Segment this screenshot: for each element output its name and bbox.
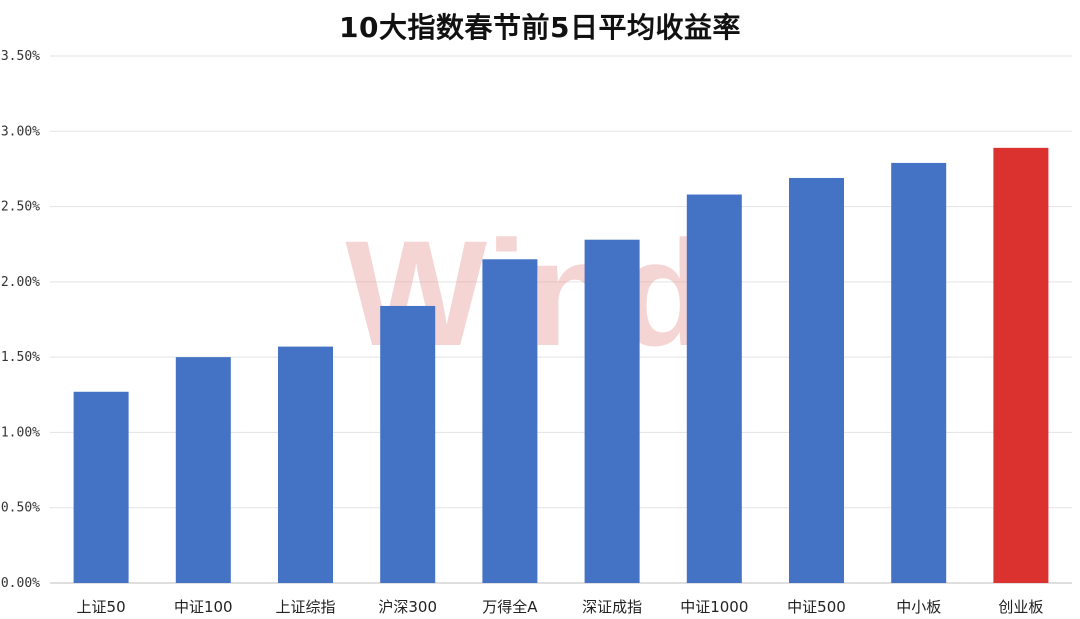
bar <box>789 177 844 583</box>
bar <box>278 346 333 583</box>
x-category-label: 中证1000 <box>680 598 748 616</box>
x-category-label: 深证成指 <box>582 598 642 616</box>
bar <box>482 259 538 583</box>
x-category-label: 中小板 <box>896 598 941 616</box>
bar <box>380 305 436 583</box>
x-category-label: 万得全A <box>482 598 538 616</box>
y-tick-label: 3.50% <box>1 49 40 64</box>
y-tick-label: 2.50% <box>1 200 40 215</box>
y-tick-label: 2.00% <box>1 275 40 290</box>
x-category-label: 中证100 <box>174 598 233 616</box>
x-category-label: 创业板 <box>998 598 1043 616</box>
y-tick-label: 0.50% <box>1 501 40 516</box>
y-tick-label: 1.00% <box>1 425 40 440</box>
bar <box>175 357 231 583</box>
x-category-label: 中证500 <box>787 598 846 616</box>
bar <box>73 391 129 583</box>
chart-title: 10大指数春节前5日平均收益率 <box>339 11 741 44</box>
bar <box>686 194 742 584</box>
bar <box>891 162 947 584</box>
y-tick-label: 0.00% <box>1 576 40 591</box>
y-tick-label: 3.00% <box>1 124 40 139</box>
x-category-label: 上证综指 <box>275 598 335 616</box>
x-category-label: 沪深300 <box>378 598 437 616</box>
bar <box>584 239 640 583</box>
y-tick-label: 1.50% <box>1 350 40 365</box>
x-category-label: 上证50 <box>77 598 126 616</box>
bar <box>993 147 1049 583</box>
